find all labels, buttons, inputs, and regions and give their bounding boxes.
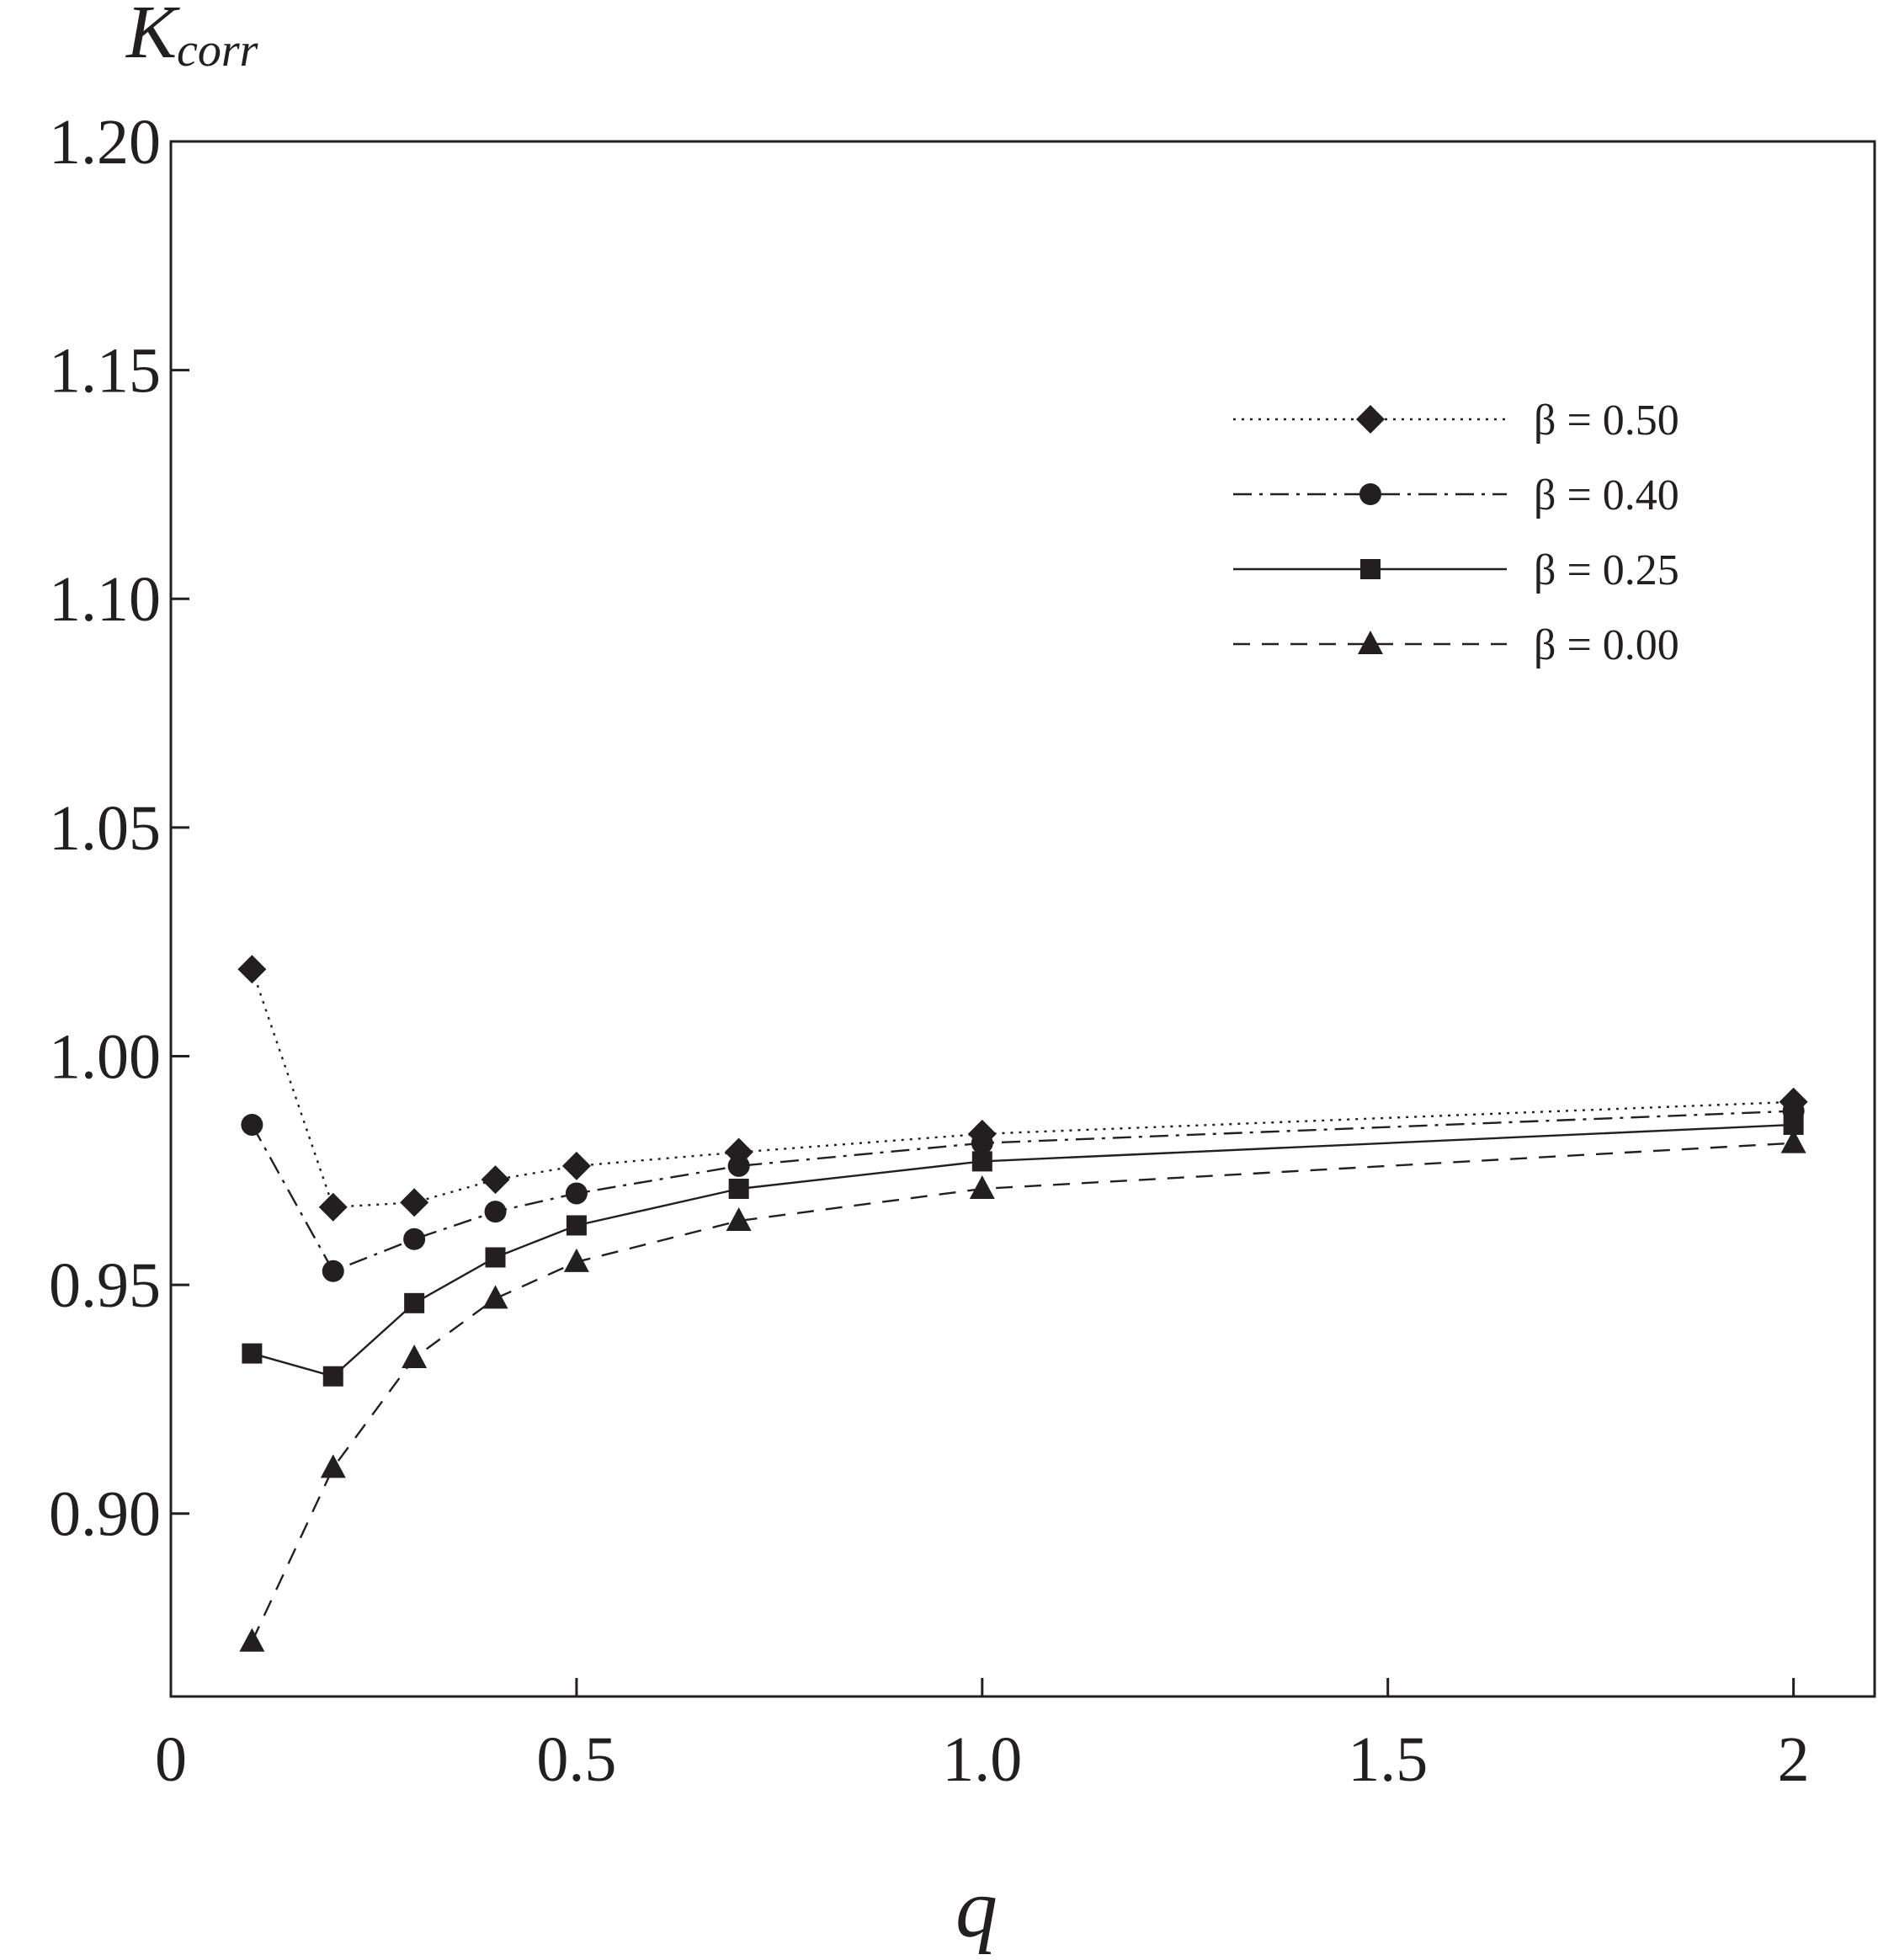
series-line bbox=[251, 1110, 1794, 1273]
data-point bbox=[318, 1192, 348, 1222]
legend-label: β = 0.25 bbox=[1534, 546, 1679, 594]
y-axis-ticks: 0.90 0.95 1.00 1.05 1.10 1.15 1.20 bbox=[49, 107, 189, 1550]
series-line bbox=[251, 968, 1794, 1208]
legend: β = 0.50 β = 0.40 β = 0.25 β = 0.00 bbox=[1233, 397, 1679, 669]
data-point bbox=[400, 1188, 429, 1217]
data-point bbox=[485, 1247, 506, 1268]
data-point bbox=[322, 1366, 343, 1387]
data-point bbox=[971, 1132, 993, 1154]
y-axis-title: Kcorr bbox=[125, 0, 258, 77]
data-point bbox=[481, 1165, 510, 1195]
y-tick-label: 1.15 bbox=[49, 336, 161, 407]
y-tick-label: 1.00 bbox=[49, 1021, 161, 1092]
data-point bbox=[482, 1285, 508, 1309]
data-point bbox=[561, 1151, 591, 1180]
data-point bbox=[563, 1248, 589, 1272]
x-axis-ticks: 0 0.5 1.0 1.5 2 bbox=[155, 1678, 1810, 1795]
series-line bbox=[251, 1142, 1794, 1643]
legend-marker bbox=[1356, 405, 1385, 434]
data-point bbox=[969, 1175, 995, 1200]
x-tick-label: 2 bbox=[1778, 1724, 1810, 1795]
x-tick-label: 1.5 bbox=[1348, 1724, 1428, 1795]
data-point bbox=[320, 1454, 346, 1478]
data-point bbox=[1780, 1129, 1806, 1153]
legend-label: β = 0.00 bbox=[1534, 621, 1679, 669]
data-point bbox=[322, 1260, 344, 1282]
series-line bbox=[252, 1123, 1794, 1378]
data-point bbox=[403, 1228, 426, 1250]
y-axis-title-main: K bbox=[125, 0, 180, 74]
plot-frame bbox=[169, 140, 1876, 1698]
legend-item: β = 0.50 bbox=[1233, 397, 1679, 445]
data-point bbox=[242, 1343, 263, 1364]
x-tick-label: 1.0 bbox=[942, 1724, 1022, 1795]
legend-item: β = 0.40 bbox=[1233, 471, 1679, 519]
data-point bbox=[239, 1627, 265, 1652]
data-point bbox=[566, 1215, 587, 1236]
legend-item: β = 0.00 bbox=[1233, 621, 1679, 669]
legend-label: β = 0.40 bbox=[1534, 471, 1679, 519]
y-tick-label: 1.20 bbox=[49, 107, 161, 178]
series-triangle bbox=[239, 1129, 1806, 1652]
y-tick-label: 1.05 bbox=[49, 793, 161, 864]
legend-marker bbox=[1359, 483, 1381, 505]
x-tick-label: 0 bbox=[155, 1724, 187, 1795]
legend-marker bbox=[1358, 631, 1383, 654]
series-circle bbox=[241, 1100, 1805, 1282]
data-point bbox=[404, 1292, 425, 1313]
data-point bbox=[726, 1207, 752, 1232]
y-tick-label: 1.10 bbox=[49, 564, 161, 635]
series-diamond bbox=[237, 955, 1808, 1222]
series-square bbox=[242, 1114, 1804, 1387]
data-point bbox=[727, 1154, 750, 1177]
y-tick-label: 0.95 bbox=[49, 1250, 161, 1321]
x-tick-label: 0.5 bbox=[536, 1724, 616, 1795]
data-point bbox=[971, 1151, 992, 1172]
data-point bbox=[237, 955, 267, 984]
data-point bbox=[728, 1179, 749, 1200]
legend-marker bbox=[1360, 559, 1381, 579]
data-point bbox=[402, 1345, 428, 1369]
data-point bbox=[241, 1113, 263, 1136]
y-tick-label: 0.90 bbox=[49, 1479, 161, 1550]
y-axis-title-subscript: corr bbox=[177, 24, 258, 77]
data-point bbox=[484, 1201, 507, 1223]
x-axis-title: q bbox=[955, 1861, 998, 1955]
legend-label: β = 0.50 bbox=[1534, 397, 1679, 445]
series-layer bbox=[237, 955, 1808, 1652]
data-point bbox=[565, 1182, 588, 1205]
legend-item: β = 0.25 bbox=[1233, 546, 1679, 594]
